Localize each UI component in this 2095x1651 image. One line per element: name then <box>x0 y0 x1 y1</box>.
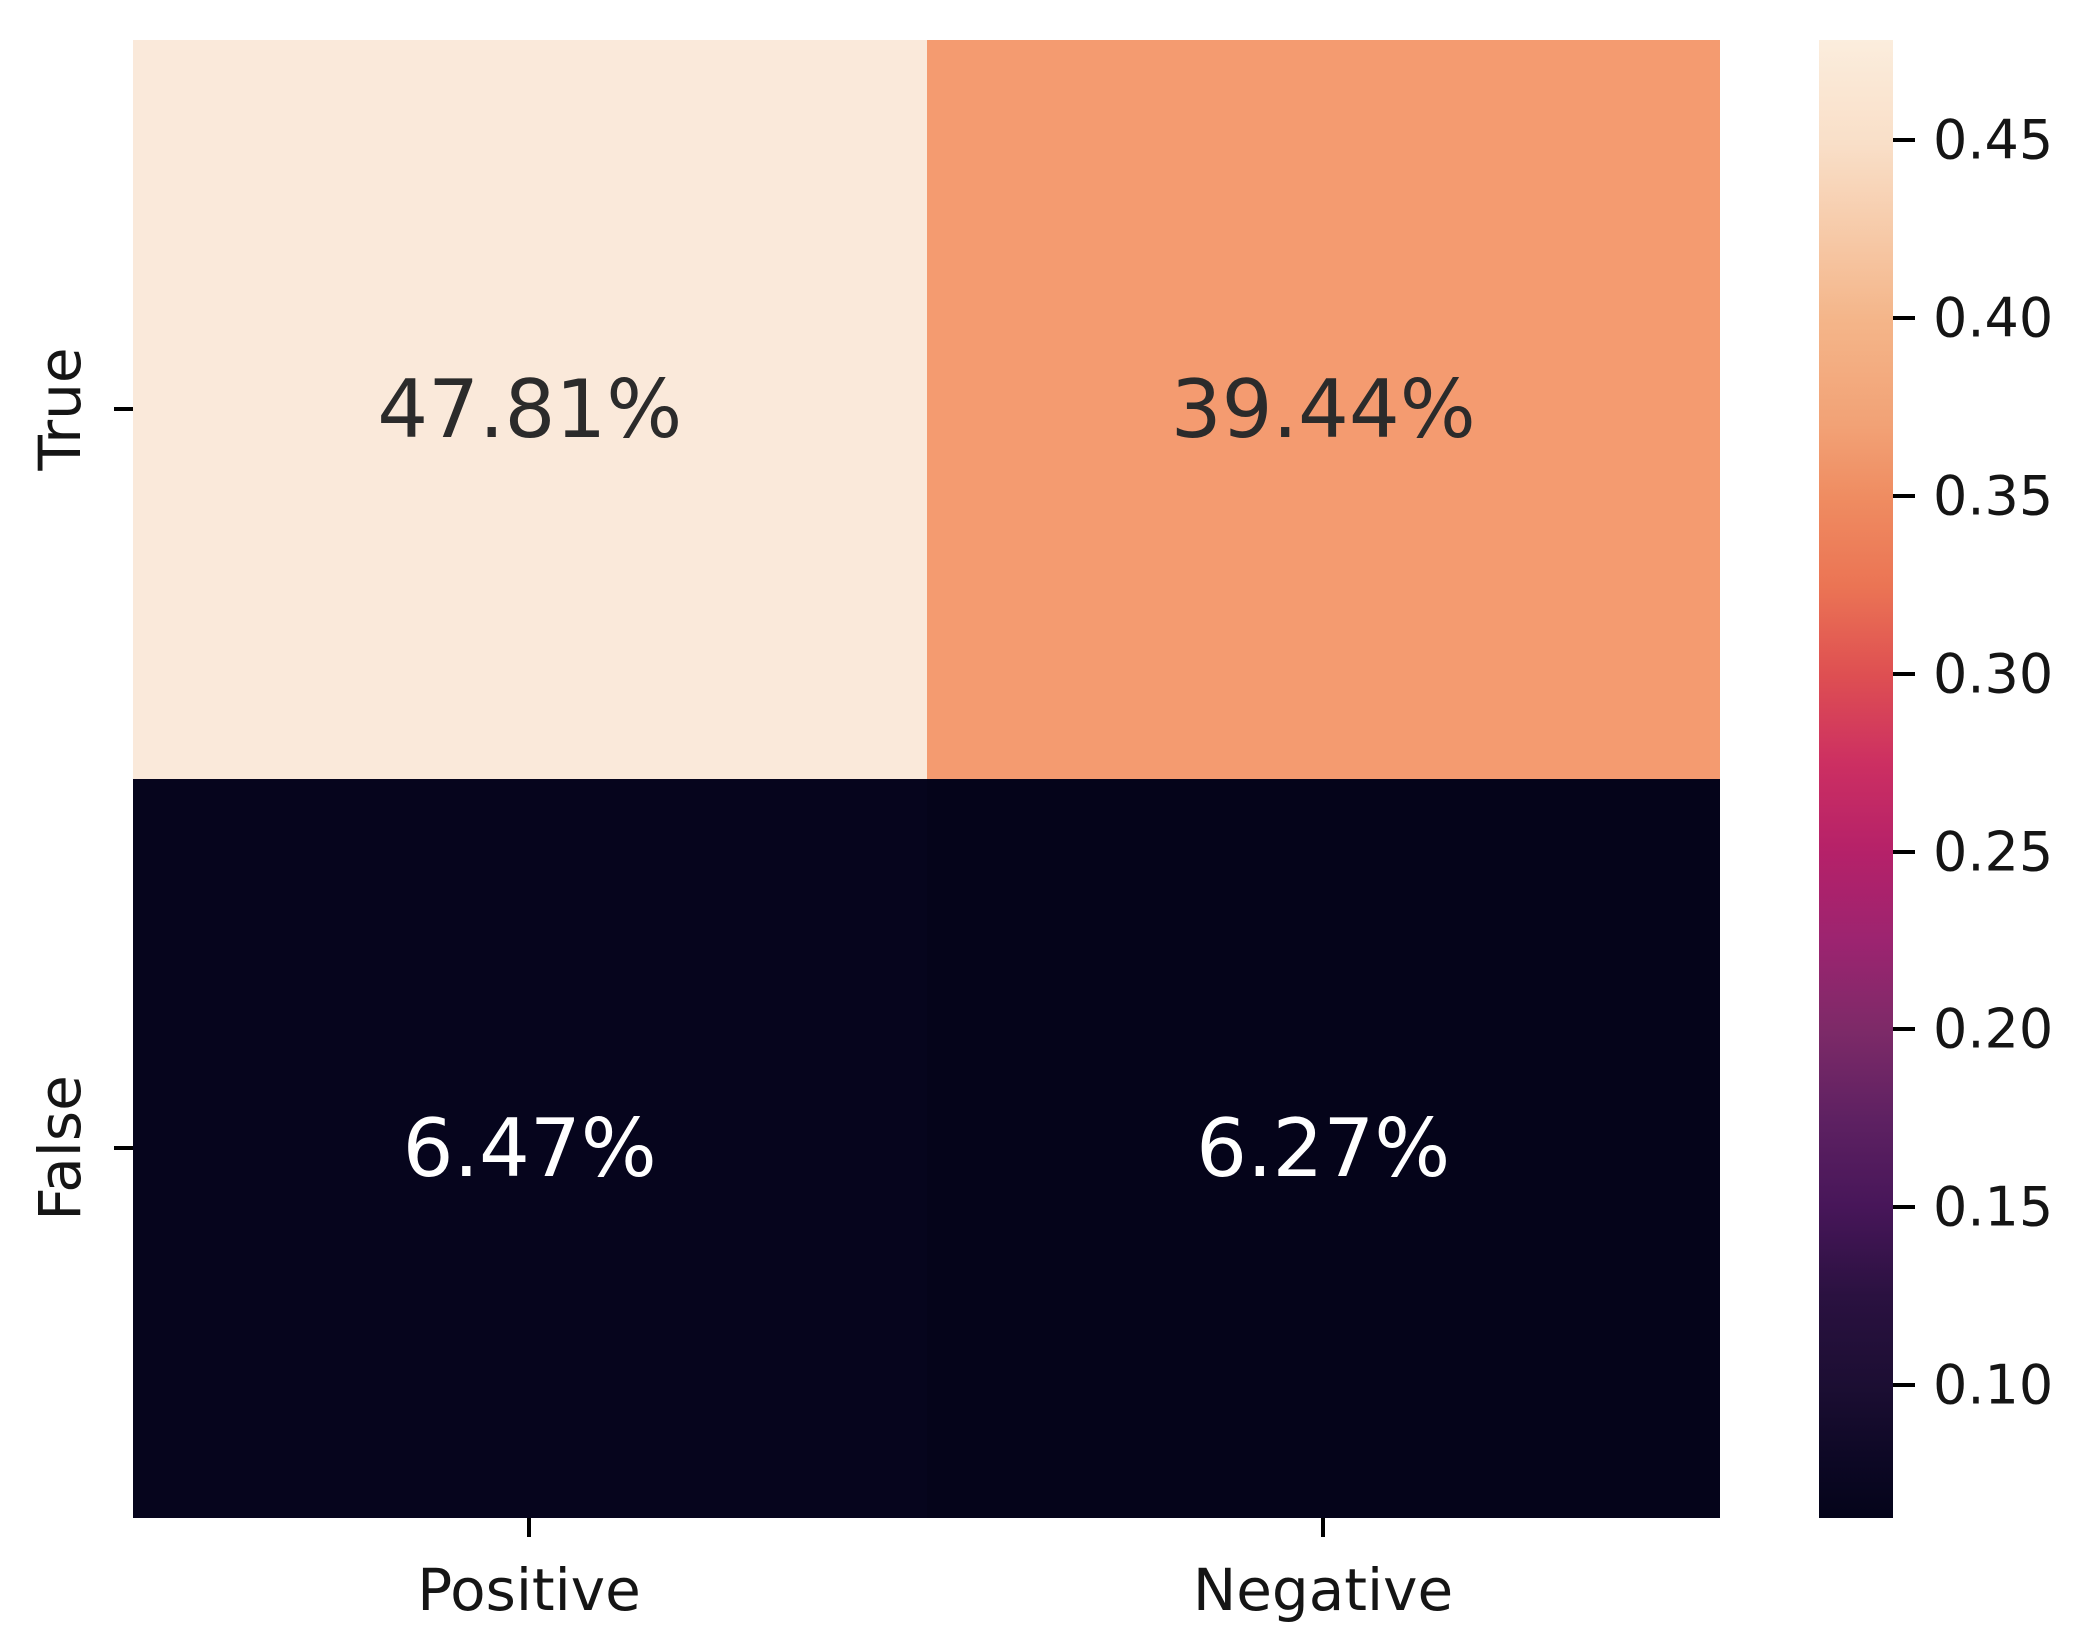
cell-value-label: 39.44% <box>1170 362 1476 456</box>
colorbar-tick-dash <box>1893 671 1915 676</box>
colorbar-tick-label: 0.35 <box>1933 464 2054 528</box>
x-axis-label-negative: Negative <box>1192 1556 1454 1624</box>
colorbar-tick-dash <box>1893 1383 1915 1388</box>
y-axis-label-true: True <box>26 347 94 471</box>
colorbar-tick-dash <box>1893 493 1915 498</box>
colorbar-gradient <box>1819 40 1893 1518</box>
colorbar-tick-label: 0.20 <box>1933 997 2054 1061</box>
colorbar-tick-dash <box>1893 849 1915 854</box>
colorbar-tick-label: 0.15 <box>1933 1175 2054 1239</box>
x-axis-label-positive: Positive <box>417 1556 641 1624</box>
cell-true-negative: 39.44% <box>926 40 1720 779</box>
y-tick-false <box>114 1146 133 1150</box>
y-axis-label-false: False <box>26 1075 94 1221</box>
cell-value-label: 6.47% <box>402 1101 657 1195</box>
colorbar-tick-dash <box>1893 315 1915 320</box>
colorbar-tick-label: 0.45 <box>1933 108 2054 172</box>
cell-value-label: 47.81% <box>377 362 683 456</box>
colorbar-tick-label: 0.40 <box>1933 286 2054 350</box>
colorbar-tick-dash <box>1893 1027 1915 1032</box>
cell-false-negative: 6.27% <box>926 779 1720 1518</box>
colorbar-tick-dash <box>1893 1205 1915 1210</box>
cell-true-positive: 47.81% <box>133 40 927 779</box>
x-tick-negative <box>1321 1518 1325 1537</box>
cell-false-positive: 6.47% <box>133 779 927 1518</box>
cell-value-label: 6.27% <box>1196 1101 1451 1195</box>
y-tick-true <box>114 407 133 411</box>
colorbar-tick-dash <box>1893 137 1915 142</box>
colorbar-tick-label: 0.30 <box>1933 642 2054 706</box>
colorbar-tick-label: 0.10 <box>1933 1353 2054 1417</box>
heatmap-grid: 47.81% 39.44% 6.47% 6.27% <box>133 40 1720 1518</box>
x-tick-positive <box>527 1518 531 1537</box>
colorbar-tick-label: 0.25 <box>1933 820 2054 884</box>
